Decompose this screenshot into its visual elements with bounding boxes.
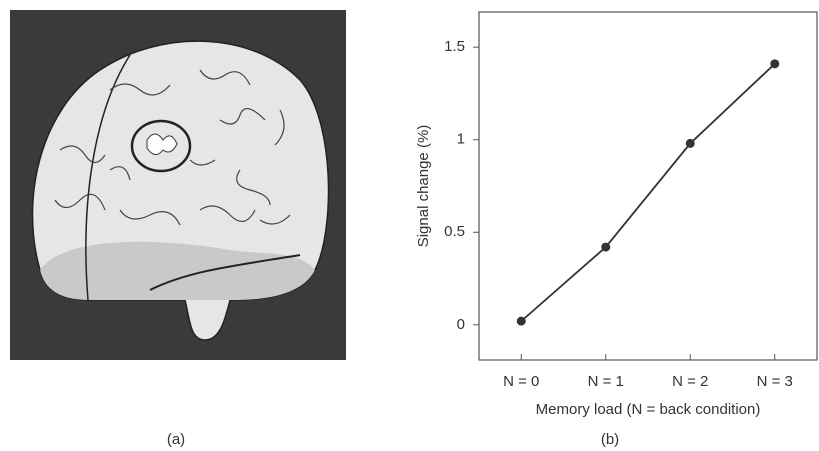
- data-point: [685, 138, 695, 148]
- data-point: [516, 316, 526, 326]
- x-axis-label: Memory load (N = back condition): [536, 401, 761, 418]
- data-line: [520, 63, 776, 322]
- x-tick-label: N = 1: [588, 373, 624, 390]
- plot-frame: [478, 11, 818, 361]
- x-tick-label: N = 0: [503, 373, 539, 390]
- y-tick-label: 0.5: [444, 223, 465, 240]
- panel-label: (a): [167, 431, 185, 448]
- data-point: [770, 59, 780, 69]
- y-tick-label: 1: [457, 131, 465, 148]
- brain-image: [10, 10, 346, 360]
- x-tick-label: N = 2: [672, 373, 708, 390]
- x-tick-label: N = 3: [757, 373, 793, 390]
- data-point: [601, 242, 611, 252]
- y-tick-label: 0: [457, 316, 465, 333]
- panel-label: (b): [601, 431, 619, 448]
- y-tick-label: 1.5: [444, 38, 465, 55]
- y-axis-label: Signal change (%): [415, 125, 432, 248]
